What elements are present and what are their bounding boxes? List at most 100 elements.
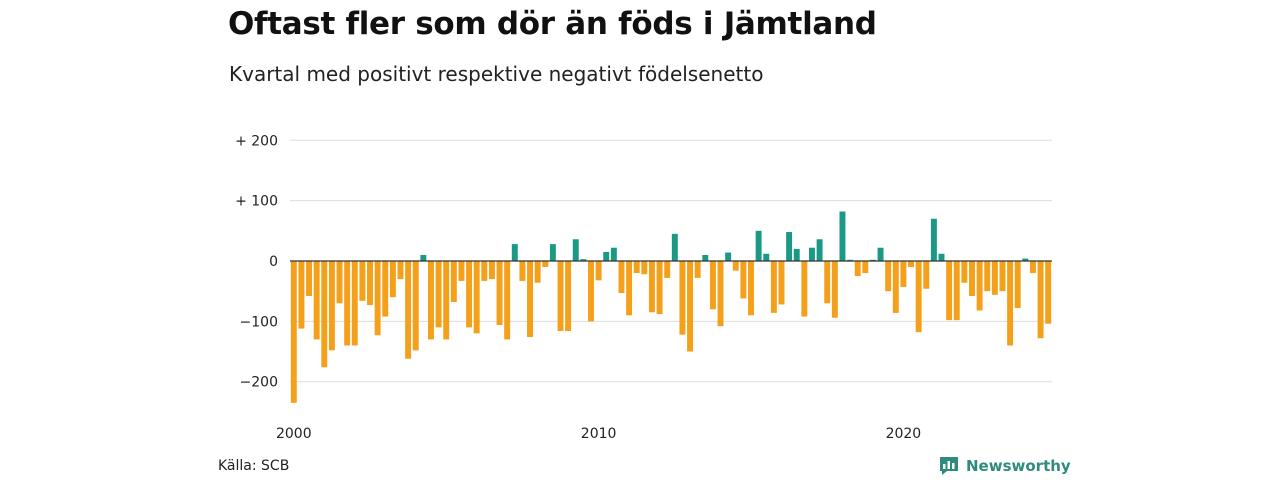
bar-negative (999, 261, 1006, 292)
brand-name: Newsworthy (966, 457, 1071, 475)
bar-positive (847, 259, 854, 261)
x-tick-label: 2010 (581, 426, 617, 442)
bar-negative (656, 261, 663, 315)
bar-negative (595, 261, 602, 281)
bar-negative (313, 261, 320, 340)
bar-positive (938, 253, 945, 261)
bar-positive (671, 233, 678, 261)
bar-negative (542, 261, 549, 268)
bar-negative (709, 261, 716, 310)
bar-negative (831, 261, 838, 318)
bar-positive (610, 247, 617, 261)
bar-negative (641, 261, 648, 275)
bar-negative (618, 261, 625, 293)
bar-negative (969, 261, 975, 296)
y-tick-label: 0 (269, 254, 278, 270)
bar-negative (290, 261, 297, 403)
bar-negative (557, 261, 564, 332)
bar-positive (580, 259, 587, 261)
brand-logo[interactable]: Newsworthy (938, 455, 1071, 477)
bar-negative (626, 261, 633, 316)
bar-negative (435, 261, 442, 328)
bar-negative (321, 261, 328, 368)
bar-positive (725, 252, 732, 261)
bar-negative (740, 261, 747, 299)
bar-negative (946, 261, 953, 321)
bar-negative (732, 261, 739, 271)
y-tick-labels: + 200 + 100 0 −100 −200 (235, 133, 278, 390)
bar-negative (854, 261, 861, 277)
bar-positive (1022, 258, 1029, 261)
bar-negative (519, 261, 526, 281)
bar-negative (648, 261, 655, 313)
bar-positive (786, 232, 793, 261)
bar-negative (961, 261, 968, 283)
bar-negative (1014, 261, 1021, 309)
bar-negative (466, 261, 473, 328)
bar-negative (1045, 261, 1052, 324)
bar-negative (351, 261, 358, 346)
bar-negative (488, 261, 495, 280)
bar-negative (633, 261, 640, 274)
bar-negative (1007, 261, 1014, 346)
bar-negative (527, 261, 533, 338)
bar-positive (511, 244, 518, 261)
bar-negative (778, 261, 785, 305)
bar-negative (824, 261, 831, 304)
bar-positive (930, 218, 937, 261)
bar-negative (359, 261, 366, 301)
bar-negative (588, 261, 594, 322)
bar-negative (1029, 261, 1036, 274)
bar-negative (450, 261, 457, 303)
bar-positive (869, 259, 876, 261)
bar-positive (702, 254, 709, 261)
bar-negative (976, 261, 983, 311)
bar-negative (885, 261, 892, 292)
bar-negative (565, 261, 572, 332)
bar-negative (496, 261, 503, 325)
bar-negative (328, 261, 335, 351)
bar-negative (397, 261, 404, 280)
bar-positive (549, 244, 556, 261)
bar-negative (801, 261, 808, 317)
bar-positive (420, 254, 427, 261)
bar-positive (809, 247, 815, 261)
bar-positive (603, 251, 610, 261)
bar-negative (504, 261, 511, 340)
bar-negative (953, 261, 960, 321)
y-tick-label: −200 (240, 375, 278, 391)
bar-negative (923, 261, 930, 289)
bar-positive (877, 247, 884, 261)
bar-negative (428, 261, 434, 340)
bar-negative (908, 261, 914, 268)
bar-negative (770, 261, 777, 313)
bar-negative (389, 261, 396, 298)
x-tick-labels: 2000 2010 2020 (276, 426, 921, 442)
x-tick-label: 2020 (886, 426, 922, 442)
bar-negative (458, 261, 465, 281)
source-note: Källa: SCB (218, 458, 290, 474)
bar-negative (382, 261, 389, 317)
y-tick-label: + 200 (235, 133, 278, 149)
chart-title: Oftast fler som dör än föds i Jämtland (228, 6, 877, 42)
x-tick-label: 2000 (276, 426, 312, 442)
bar-positive (793, 248, 800, 261)
chart-subtitle: Kvartal med positivt respektive negativt… (229, 62, 764, 86)
bar-negative (412, 261, 419, 351)
bar-negative (717, 261, 724, 327)
bar-negative (892, 261, 899, 313)
y-tick-label: −100 (240, 314, 278, 330)
bar-positive (763, 253, 770, 261)
bar-negative (367, 261, 373, 306)
bar-negative (862, 261, 869, 274)
bar-negative (991, 261, 998, 295)
bar-positive (572, 239, 579, 261)
bar-negative (481, 261, 488, 281)
bar-negative (443, 261, 450, 340)
bar-positive (755, 230, 762, 261)
bar-negative (298, 261, 305, 329)
bar-negative (664, 261, 671, 278)
bar-negative (1037, 261, 1044, 339)
bar-negative (984, 261, 991, 292)
